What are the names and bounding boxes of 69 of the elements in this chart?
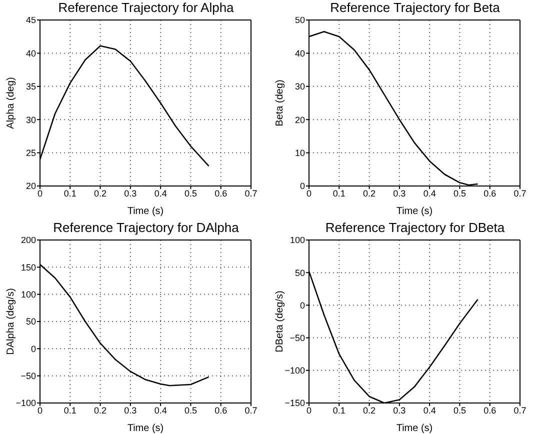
x-axis-title: Time (s) (396, 206, 433, 217)
y-axis-title: Beta (deg) (274, 80, 286, 126)
x-tick-label: 0.4 (423, 188, 436, 198)
x-tick-label: 0.1 (332, 188, 346, 198)
y-tick-label: 50 (26, 316, 36, 327)
x-tick-label: 0.3 (393, 188, 406, 198)
y-tick-label: 20 (294, 114, 305, 125)
y-tick-label: 30 (294, 82, 305, 92)
y-tick-label: 40 (26, 48, 36, 58)
y-tick-label: 40 (294, 48, 305, 58)
chart-title: Reference Trajectory for Beta (329, 0, 501, 15)
x-tick-label: 0.5 (184, 188, 197, 198)
x-tick-label: 0.5 (184, 405, 197, 416)
y-tick-label: 50 (294, 268, 305, 278)
x-tick-label: 0.5 (453, 188, 466, 198)
chart-title: Reference Trajectory for DAlpha (52, 220, 240, 235)
x-tick-label: 0.1 (332, 405, 346, 416)
x-tick-label: 0.4 (154, 188, 167, 198)
chart-title: Reference Trajectory for DBeta (324, 220, 506, 235)
x-tick-label: 0.2 (363, 188, 376, 198)
x-tick-label: 0.1 (64, 188, 76, 198)
y-tick-label: 50 (294, 15, 305, 26)
y-axis-title: Alpha (deg) (6, 77, 17, 129)
x-axis-title: Time (s) (127, 423, 164, 434)
x-tick-label: 0.7 (514, 405, 526, 416)
x-tick-label: 0.4 (423, 405, 436, 416)
y-tick-label: 10 (294, 148, 305, 158)
x-tick-label: 0.3 (124, 188, 137, 198)
x-axis-title: Time (s) (396, 423, 433, 434)
x-tick-label: 0 (37, 405, 43, 416)
x-tick-label: 0.6 (484, 188, 496, 198)
y-tick-label: 35 (26, 82, 36, 92)
x-tick-label: 0.3 (393, 405, 406, 416)
y-tick-label: 45 (26, 15, 36, 26)
y-tick-label: 0 (300, 181, 305, 192)
x-tick-label: 0.6 (484, 405, 496, 416)
x-tick-label: 0.6 (214, 188, 228, 198)
y-axis-title: DBeta (deg/s) (274, 290, 286, 352)
x-tick-label: 0.2 (363, 405, 376, 416)
x-tick-label: 0.7 (244, 188, 258, 198)
x-tick-label: 0.4 (154, 405, 167, 416)
x-tick-label: 0.2 (94, 188, 107, 198)
x-tick-label: 0.7 (244, 405, 258, 416)
y-tick-label: 150 (20, 262, 36, 272)
y-tick-label: 20 (26, 181, 36, 192)
y-tick-label: 25 (26, 148, 36, 158)
x-axis-title: Time (s) (127, 206, 164, 217)
y-tick-label: −50 (20, 371, 36, 382)
y-tick-label: 0 (30, 344, 36, 354)
x-tick-label: 0.2 (94, 405, 107, 416)
x-tick-label: 0 (306, 188, 312, 198)
chart-title: Reference Trajectory for Alpha (57, 0, 235, 15)
x-tick-label: 0.5 (453, 405, 466, 416)
y-tick-label: 100 (20, 290, 36, 300)
y-tick-label: −100 (16, 398, 36, 408)
x-tick-label: 0.1 (64, 405, 76, 416)
x-tick-label: 0 (306, 405, 312, 416)
y-tick-label: 30 (26, 114, 36, 125)
y-tick-label: 200 (20, 235, 36, 246)
y-tick-label: −50 (290, 332, 305, 343)
x-tick-label: 0.7 (514, 188, 526, 198)
y-axis-title: DAlpha (deg/s) (6, 288, 17, 355)
y-tick-label: 0 (300, 300, 305, 310)
x-tick-label: 0.6 (214, 405, 228, 416)
y-tick-label: −100 (284, 366, 305, 376)
y-tick-label: 100 (290, 235, 305, 246)
x-tick-label: 0 (37, 188, 43, 198)
x-tick-label: 0.3 (124, 405, 137, 416)
y-tick-label: −150 (284, 398, 305, 408)
